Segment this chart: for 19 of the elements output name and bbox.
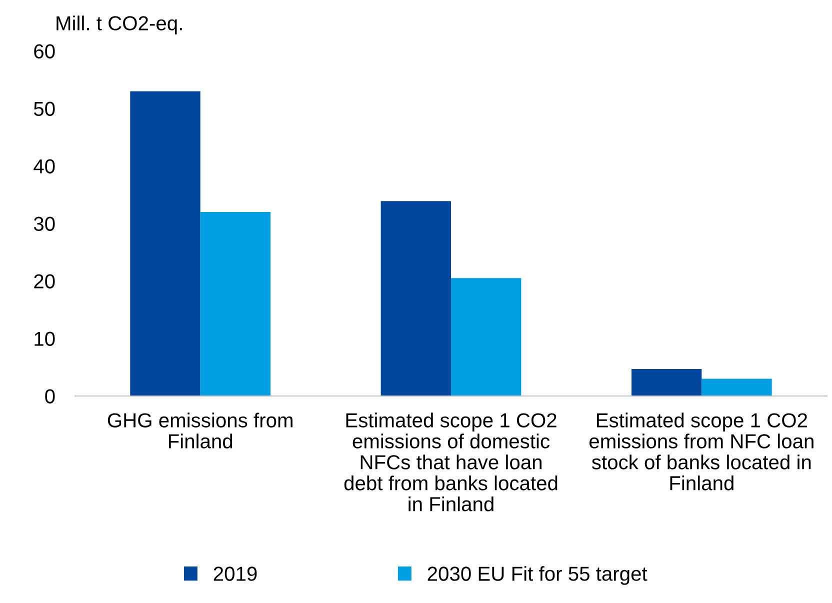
bar [130,91,200,396]
y-tick-label: 10 [34,332,55,346]
x-tick-label: Estimated scope 1 CO2 emissions from NFC loan stock of banks located in Finland [590,412,814,490]
bar [631,368,702,396]
x-tick-label: Estimated scope 1 CO2 emissions of domestic NFCs that have loan debt from banks located in Finland [344,412,558,512]
y-tick-label: 30 [34,216,55,231]
x-tick-label: GHG emissions from Finland [108,412,292,448]
bar [702,378,772,396]
legend-label: 2019 [214,566,257,581]
y-tick-label: 60 [34,44,55,58]
legend-label: 2030 EU Fit for 55 target [428,566,648,585]
y-tick-label: 20 [34,274,55,288]
y-tick-label: 0 [45,389,55,404]
bar [451,278,522,396]
bar [200,212,271,396]
y-tick-label: 50 [34,102,55,116]
y-axis-title: Mill. t CO2-eq. [56,16,182,34]
y-tick-label: 40 [34,159,55,174]
bar [380,201,451,396]
